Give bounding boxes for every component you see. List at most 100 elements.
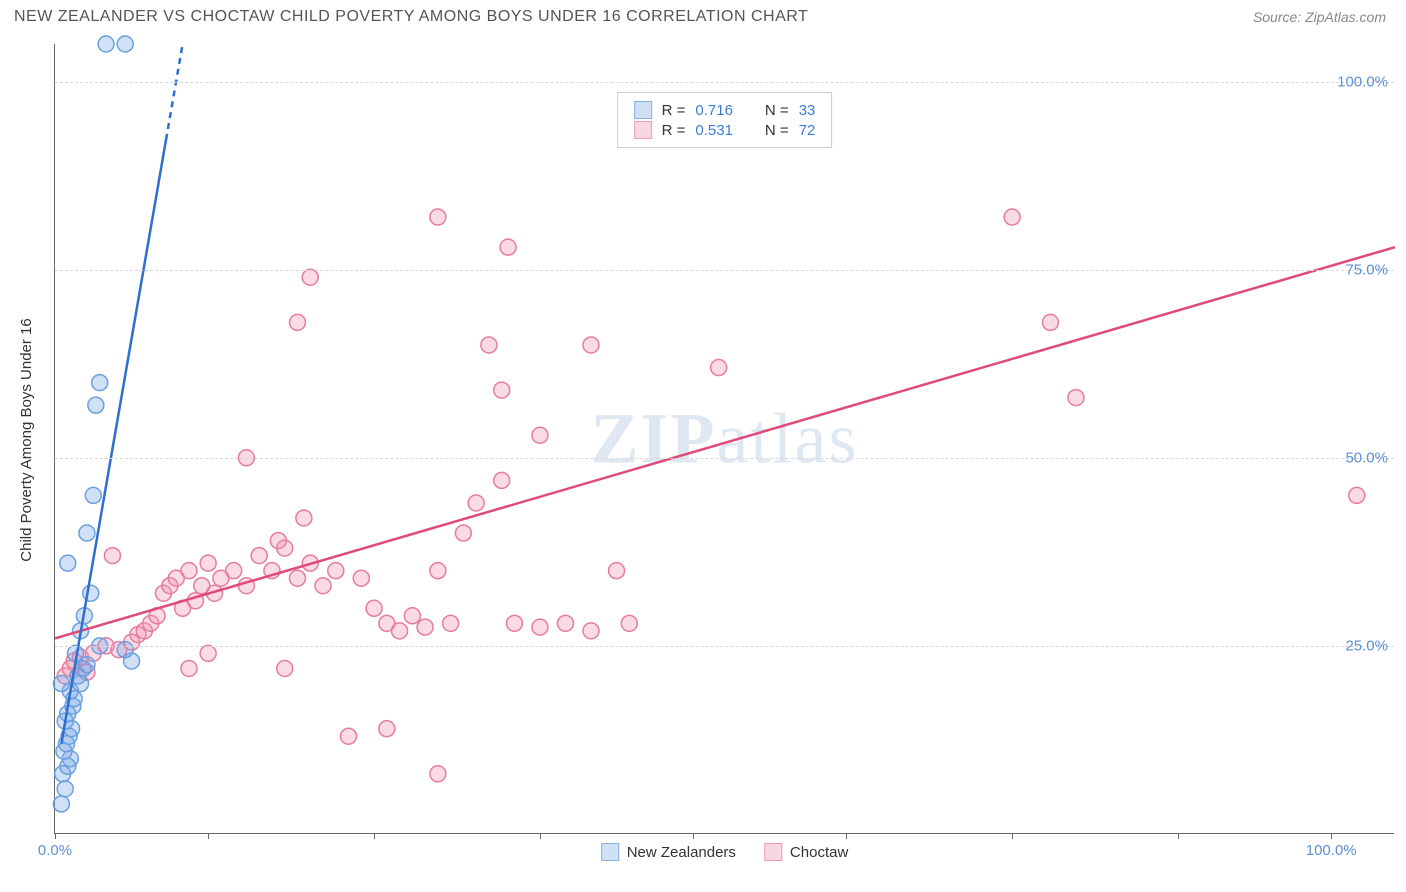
scatter-point xyxy=(500,239,516,255)
stat-n-label: N = xyxy=(765,102,789,119)
scatter-point xyxy=(404,608,420,624)
scatter-point xyxy=(200,645,216,661)
scatter-point xyxy=(53,796,69,812)
x-tick-label: 0.0% xyxy=(38,842,72,859)
scatter-point xyxy=(609,563,625,579)
scatter-point xyxy=(1349,487,1365,503)
legend-label-choctaw: Choctaw xyxy=(790,844,848,861)
swatch-nz-icon xyxy=(601,843,619,861)
stat-r-label: R = xyxy=(662,122,686,139)
x-tick xyxy=(55,833,56,839)
y-tick-label: 50.0% xyxy=(1345,449,1388,466)
scatter-point xyxy=(270,533,286,549)
scatter-point xyxy=(532,619,548,635)
scatter-point xyxy=(302,269,318,285)
scatter-point xyxy=(443,615,459,631)
scatter-point xyxy=(494,472,510,488)
gridline xyxy=(55,82,1394,83)
scatter-point xyxy=(117,642,133,658)
scatter-point xyxy=(289,314,305,330)
scatter-point xyxy=(430,209,446,225)
scatter-point xyxy=(251,548,267,564)
scatter-point xyxy=(379,721,395,737)
scatter-point xyxy=(98,36,114,52)
scatter-point xyxy=(583,337,599,353)
scatter-point xyxy=(57,781,73,797)
scatter-point xyxy=(583,623,599,639)
chart-plot-area: ZIPatlas R = 0.716 N = 33 R = 0.531 N = … xyxy=(54,44,1394,834)
scatter-point xyxy=(296,510,312,526)
scatter-point xyxy=(430,563,446,579)
x-tick xyxy=(374,833,375,839)
scatter-point xyxy=(92,375,108,391)
y-tick-label: 75.0% xyxy=(1345,261,1388,278)
y-axis-label: Child Poverty Among Boys Under 16 xyxy=(18,318,35,561)
legend-item-nz: New Zealanders xyxy=(601,843,736,861)
bottom-legend: New Zealanders Choctaw xyxy=(601,843,849,861)
scatter-point xyxy=(104,548,120,564)
scatter-point xyxy=(557,615,573,631)
swatch-choctaw xyxy=(634,121,652,139)
scatter-point xyxy=(417,619,433,635)
stats-row-nz: R = 0.716 N = 33 xyxy=(634,101,816,119)
scatter-point xyxy=(366,600,382,616)
trend-line xyxy=(55,247,1395,638)
scatter-point xyxy=(341,728,357,744)
scatter-point xyxy=(181,563,197,579)
x-tick xyxy=(693,833,694,839)
chart-title: NEW ZEALANDER VS CHOCTAW CHILD POVERTY A… xyxy=(14,8,808,26)
y-tick-label: 25.0% xyxy=(1345,637,1388,654)
scatter-point xyxy=(315,578,331,594)
scatter-point xyxy=(200,555,216,571)
scatter-point xyxy=(181,660,197,676)
scatter-point xyxy=(1004,209,1020,225)
swatch-choctaw-icon xyxy=(764,843,782,861)
scatter-point xyxy=(88,397,104,413)
x-tick xyxy=(846,833,847,839)
scatter-point xyxy=(532,427,548,443)
x-tick xyxy=(1331,833,1332,839)
scatter-point xyxy=(1068,390,1084,406)
scatter-point xyxy=(277,660,293,676)
stat-n-choctaw: 72 xyxy=(799,122,816,139)
gridline xyxy=(55,270,1394,271)
scatter-point xyxy=(711,360,727,376)
stat-r-choctaw: 0.531 xyxy=(695,122,733,139)
x-tick xyxy=(1012,833,1013,839)
scatter-point xyxy=(481,337,497,353)
gridline xyxy=(55,458,1394,459)
scatter-point xyxy=(79,525,95,541)
swatch-nz xyxy=(634,101,652,119)
scatter-point xyxy=(430,766,446,782)
x-tick-label: 100.0% xyxy=(1306,842,1357,859)
scatter-point xyxy=(328,563,344,579)
gridline xyxy=(55,646,1394,647)
scatter-point xyxy=(226,563,242,579)
scatter-point xyxy=(1042,314,1058,330)
x-tick xyxy=(208,833,209,839)
scatter-svg xyxy=(55,44,1394,833)
scatter-point xyxy=(468,495,484,511)
scatter-point xyxy=(117,36,133,52)
scatter-point xyxy=(53,676,69,692)
x-tick xyxy=(540,833,541,839)
scatter-point xyxy=(392,623,408,639)
scatter-point xyxy=(289,570,305,586)
scatter-point xyxy=(621,615,637,631)
scatter-point xyxy=(494,382,510,398)
y-tick-label: 100.0% xyxy=(1337,73,1388,90)
scatter-point xyxy=(353,570,369,586)
trend-line xyxy=(166,44,183,140)
scatter-point xyxy=(455,525,471,541)
stats-row-choctaw: R = 0.531 N = 72 xyxy=(634,121,816,139)
source-label: Source: ZipAtlas.com xyxy=(1253,9,1386,25)
stat-n-label: N = xyxy=(765,122,789,139)
legend-label-nz: New Zealanders xyxy=(627,844,736,861)
stats-legend-box: R = 0.716 N = 33 R = 0.531 N = 72 xyxy=(617,92,833,148)
scatter-point xyxy=(60,555,76,571)
scatter-point xyxy=(85,487,101,503)
stat-r-label: R = xyxy=(662,102,686,119)
scatter-point xyxy=(83,585,99,601)
x-tick xyxy=(1178,833,1179,839)
scatter-point xyxy=(506,615,522,631)
